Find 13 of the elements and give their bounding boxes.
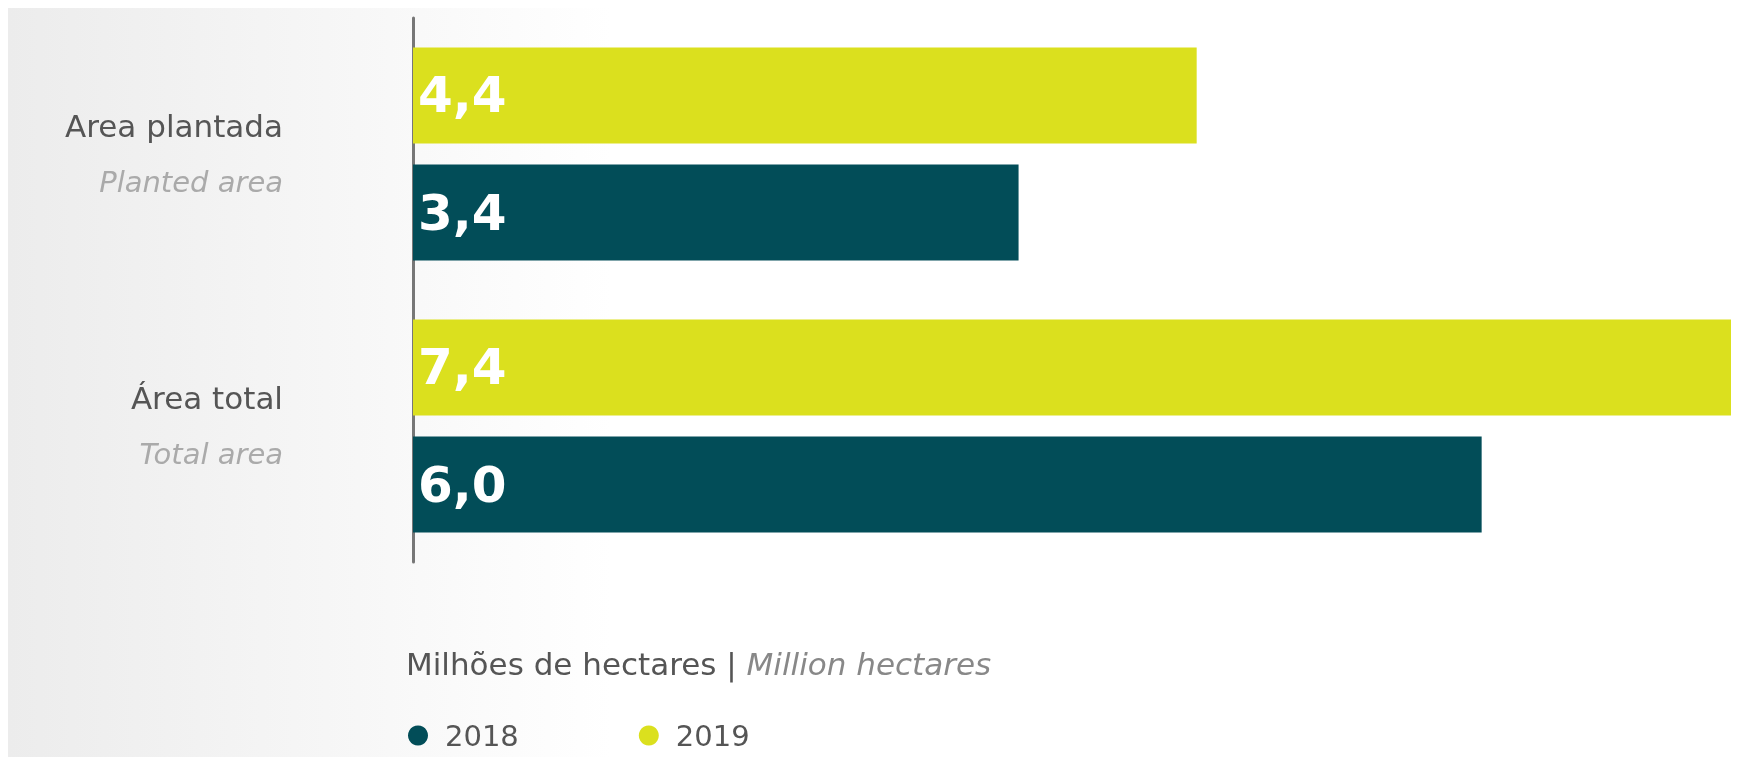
legend-label: 2019 (675, 718, 750, 753)
y-tick-label: Area plantada Planted area (65, 108, 283, 199)
y-tick-label: Área total Total area (130, 380, 283, 471)
data-label: 6,0 (418, 455, 507, 514)
data-label: 4,4 (418, 66, 507, 125)
data-label: 7,4 (418, 338, 507, 397)
legend-label: 2018 (445, 718, 519, 753)
x-axis-title: Milhões de hectares | Million hectares (406, 645, 992, 683)
bar (413, 164, 1019, 261)
bar (413, 319, 1731, 416)
data-label: 3,4 (418, 183, 507, 242)
bar (413, 47, 1197, 144)
bar (413, 436, 1482, 533)
